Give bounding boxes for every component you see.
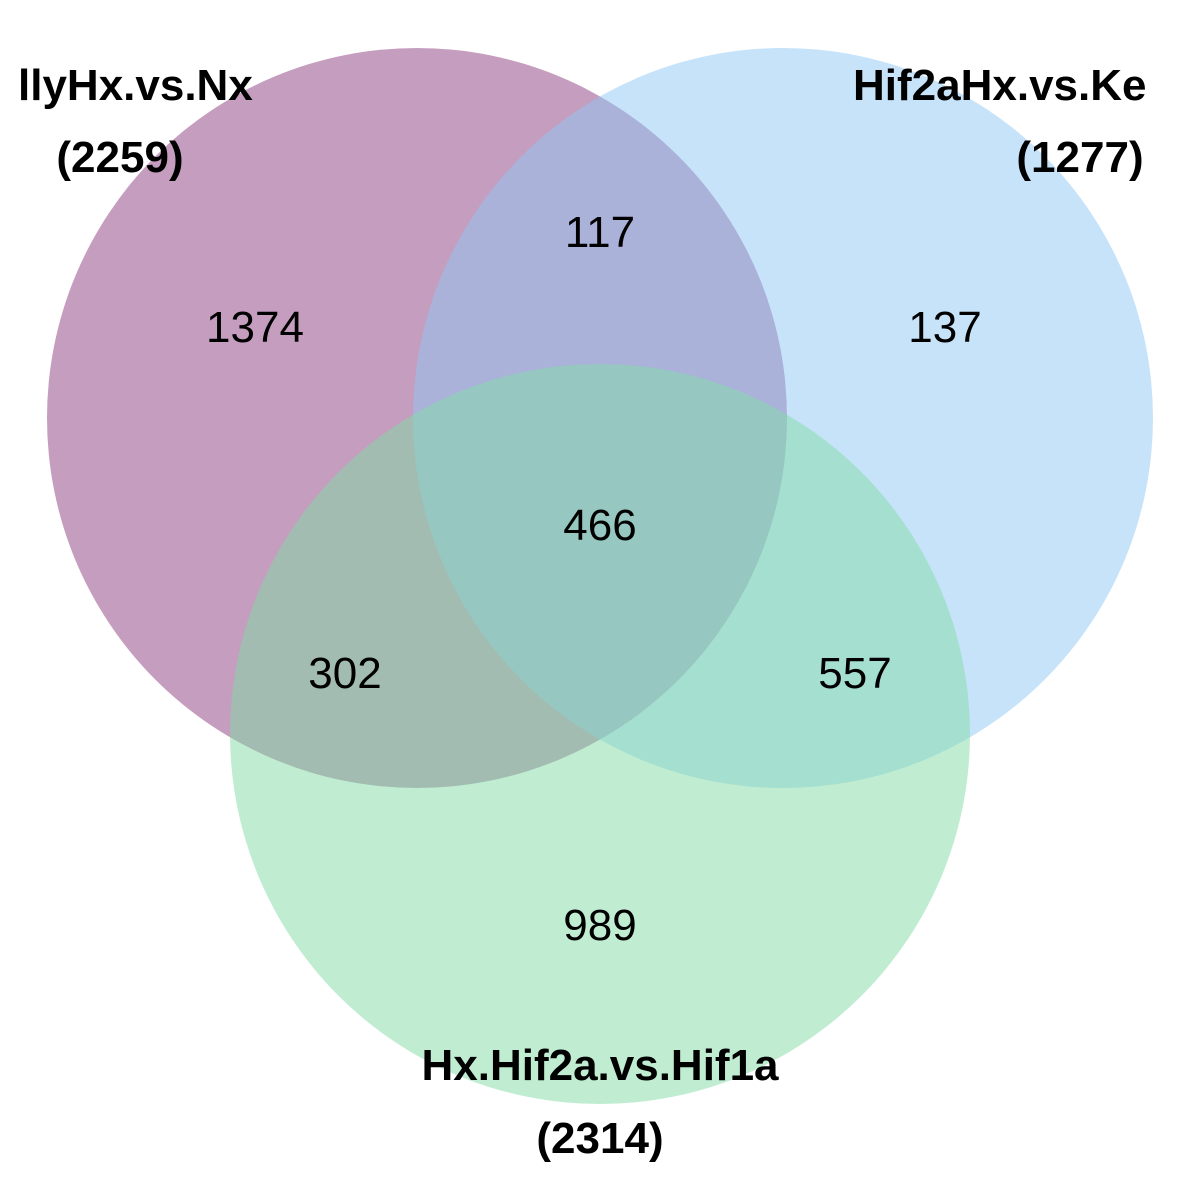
set-b-name: Hif2aHx.vs.Ke <box>853 61 1146 110</box>
region-ac-count: 302 <box>308 649 381 698</box>
set-a-total: (2259) <box>56 133 183 182</box>
set-b-total: (1277) <box>1016 133 1143 182</box>
set-a-name: llyHx.vs.Nx <box>18 61 253 110</box>
region-a-only-count: 1374 <box>206 303 304 352</box>
region-abc-count: 466 <box>563 501 636 550</box>
region-b-only-count: 137 <box>908 303 981 352</box>
region-ab-count: 117 <box>565 208 635 257</box>
set-c-total: (2314) <box>536 1114 663 1163</box>
region-c-only-count: 989 <box>563 901 636 950</box>
region-bc-count: 557 <box>818 649 891 698</box>
set-c-circle <box>230 364 970 1104</box>
set-c-name: Hx.Hif2a.vs.Hif1a <box>421 1041 779 1090</box>
